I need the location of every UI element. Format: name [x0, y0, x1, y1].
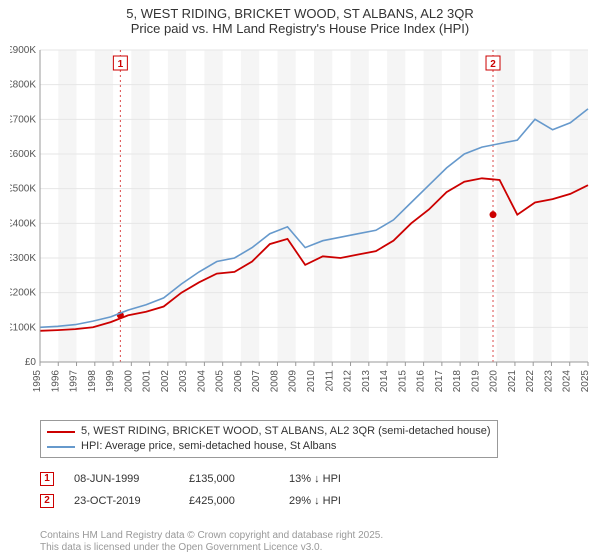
- svg-text:2023: 2023: [543, 370, 554, 393]
- svg-text:2000: 2000: [123, 370, 134, 393]
- footer-line1: Contains HM Land Registry data © Crown c…: [40, 530, 383, 542]
- svg-text:2011: 2011: [324, 370, 335, 392]
- sale-price: £135,000: [189, 468, 269, 490]
- sale-price: £425,000: [189, 490, 269, 512]
- svg-text:£200K: £200K: [10, 288, 36, 299]
- svg-text:2016: 2016: [416, 370, 427, 393]
- svg-text:2022: 2022: [525, 370, 536, 393]
- svg-text:2006: 2006: [233, 370, 244, 393]
- svg-text:2010: 2010: [306, 370, 317, 393]
- svg-text:2021: 2021: [507, 370, 518, 393]
- svg-text:£900K: £900K: [10, 45, 36, 56]
- svg-text:1999: 1999: [105, 370, 116, 393]
- sale-hpi: 29% ↓ HPI: [289, 490, 379, 512]
- svg-text:2004: 2004: [196, 370, 207, 393]
- chart-area: £0 £100K £200K £300K £400K £500K £600K £700K £80…: [10, 44, 590, 414]
- svg-text:£500K: £500K: [10, 184, 36, 195]
- svg-text:2015: 2015: [397, 370, 408, 393]
- svg-text:2018: 2018: [452, 370, 463, 393]
- svg-text:2005: 2005: [215, 370, 226, 393]
- legend-row: 5, WEST RIDING, BRICKET WOOD, ST ALBANS,…: [47, 424, 491, 439]
- sale-date: 08-JUN-1999: [74, 468, 169, 490]
- svg-text:£300K: £300K: [10, 253, 36, 264]
- legend-swatch-price: [47, 431, 75, 433]
- svg-text:£400K: £400K: [10, 218, 36, 229]
- line-chart: £0 £100K £200K £300K £400K £500K £600K £700K £80…: [10, 44, 590, 414]
- footer-line2: This data is licensed under the Open Gov…: [40, 542, 383, 554]
- sale-marker-1: 1: [40, 472, 54, 486]
- svg-text:2001: 2001: [142, 370, 153, 393]
- svg-text:1995: 1995: [32, 370, 43, 393]
- legend-box: 5, WEST RIDING, BRICKET WOOD, ST ALBANS,…: [40, 420, 498, 458]
- legend-swatch-hpi: [47, 446, 75, 448]
- legend-label: HPI: Average price, semi-detached house,…: [81, 439, 336, 454]
- svg-text:2013: 2013: [361, 370, 372, 393]
- svg-text:2003: 2003: [178, 370, 189, 393]
- svg-text:1: 1: [118, 59, 124, 70]
- sale-hpi: 13% ↓ HPI: [289, 468, 379, 490]
- svg-text:2008: 2008: [269, 370, 280, 393]
- chart-container: 5, WEST RIDING, BRICKET WOOD, ST ALBANS,…: [0, 0, 600, 560]
- svg-text:£600K: £600K: [10, 149, 36, 160]
- svg-text:2024: 2024: [562, 370, 573, 393]
- svg-text:2007: 2007: [251, 370, 262, 393]
- svg-text:1996: 1996: [50, 370, 61, 393]
- sale-marker-2: 2: [40, 494, 54, 508]
- svg-text:£100K: £100K: [10, 322, 36, 333]
- svg-text:2: 2: [490, 59, 496, 70]
- title-line2: Price paid vs. HM Land Registry's House …: [0, 21, 600, 36]
- svg-text:£700K: £700K: [10, 114, 36, 125]
- title-line1: 5, WEST RIDING, BRICKET WOOD, ST ALBANS,…: [0, 0, 600, 21]
- sale-row: 2 23-OCT-2019 £425,000 29% ↓ HPI: [40, 490, 560, 512]
- svg-text:2020: 2020: [489, 370, 500, 393]
- legend-area: 5, WEST RIDING, BRICKET WOOD, ST ALBANS,…: [40, 420, 560, 512]
- svg-text:£800K: £800K: [10, 80, 36, 91]
- svg-text:2019: 2019: [470, 370, 481, 393]
- svg-text:2012: 2012: [343, 370, 354, 393]
- svg-text:1997: 1997: [69, 370, 80, 393]
- svg-text:2025: 2025: [580, 370, 590, 393]
- sale-row: 1 08-JUN-1999 £135,000 13% ↓ HPI: [40, 468, 560, 490]
- svg-text:2014: 2014: [379, 370, 390, 393]
- sale-date: 23-OCT-2019: [74, 490, 169, 512]
- svg-text:2017: 2017: [434, 370, 445, 393]
- legend-label: 5, WEST RIDING, BRICKET WOOD, ST ALBANS,…: [81, 424, 491, 439]
- svg-text:2009: 2009: [288, 370, 299, 393]
- sale-table: 1 08-JUN-1999 £135,000 13% ↓ HPI 2 23-OC…: [40, 468, 560, 512]
- footer: Contains HM Land Registry data © Crown c…: [40, 530, 383, 554]
- svg-text:1998: 1998: [87, 370, 98, 393]
- svg-text:2002: 2002: [160, 370, 171, 393]
- legend-row: HPI: Average price, semi-detached house,…: [47, 439, 491, 454]
- svg-text:£0: £0: [25, 357, 37, 368]
